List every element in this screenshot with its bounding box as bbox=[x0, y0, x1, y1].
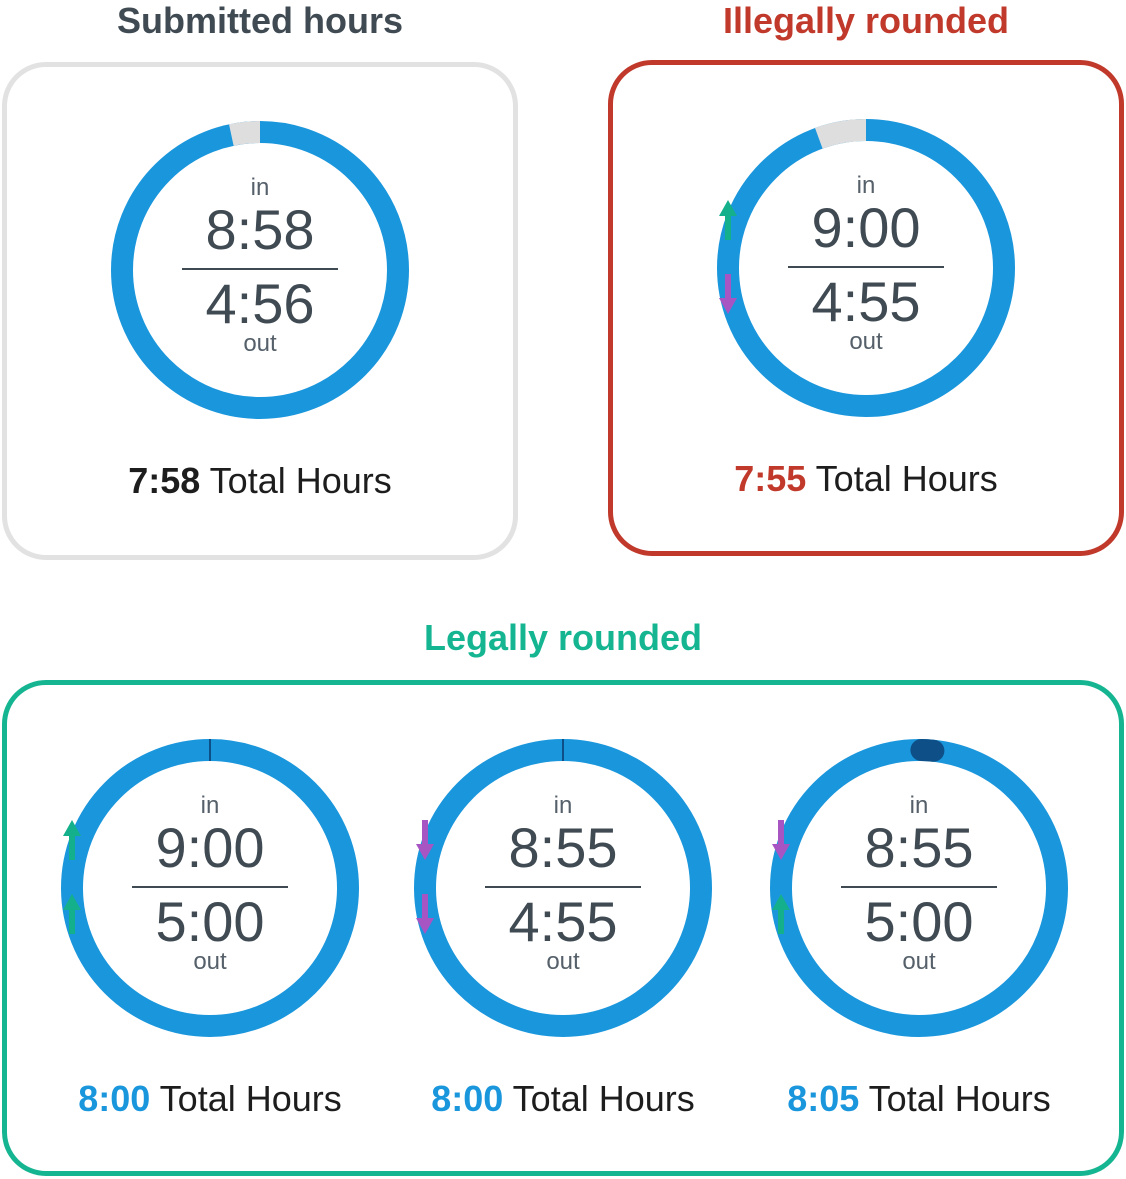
out-label: out bbox=[193, 948, 227, 975]
out-time-value: 5:00 bbox=[155, 890, 265, 953]
submitted-heading: Submitted hours bbox=[117, 0, 403, 41]
out-time: 4:55 bbox=[716, 272, 1016, 332]
time-divider bbox=[841, 886, 997, 888]
in-time-value: 9:00 bbox=[811, 196, 921, 259]
submitted-total-value: 7:58 bbox=[128, 460, 201, 501]
in-time: 9:00 bbox=[60, 818, 360, 878]
in-time: 8:58 bbox=[110, 200, 410, 260]
out-label: out bbox=[243, 330, 277, 357]
out-time: 5:00 bbox=[60, 892, 360, 952]
submitted-ring bbox=[111, 121, 409, 419]
legal-total-1: 8:00 Total Hours bbox=[30, 1078, 390, 1120]
in-time: 9:00 bbox=[716, 198, 1016, 258]
out-time: 5:00 bbox=[769, 892, 1069, 952]
submitted-clock: in 8:58 4:56 out bbox=[110, 120, 410, 420]
out-label: out bbox=[546, 948, 580, 975]
legal-total-3: 8:05 Total Hours bbox=[739, 1078, 1099, 1120]
legal-total-value: 8:00 bbox=[78, 1078, 151, 1119]
submitted-panel bbox=[2, 62, 518, 560]
in-label: in bbox=[200, 792, 220, 819]
down-arrow-icon bbox=[772, 820, 790, 860]
illegal-total: 7:55 Total Hours bbox=[686, 458, 1046, 500]
out-label: out bbox=[849, 328, 883, 355]
up-arrow-icon bbox=[719, 200, 737, 240]
total-suffix: Total Hours bbox=[815, 458, 998, 499]
illegal-ring-gap bbox=[815, 119, 867, 149]
legal-ring-3 bbox=[770, 739, 1068, 1037]
total-suffix: Total Hours bbox=[512, 1078, 695, 1119]
legal-total-value: 8:05 bbox=[787, 1078, 860, 1119]
in-time-value: 8:55 bbox=[508, 816, 618, 879]
legal-total-value: 8:00 bbox=[431, 1078, 504, 1119]
legal-ring-2 bbox=[414, 739, 712, 1037]
in-time: 8:55 bbox=[413, 818, 713, 878]
legal-total-2: 8:00 Total Hours bbox=[383, 1078, 743, 1120]
total-suffix: Total Hours bbox=[159, 1078, 342, 1119]
in-time: 8:55 bbox=[769, 818, 1069, 878]
in-time-value: 8:55 bbox=[864, 816, 974, 879]
illegal-panel bbox=[608, 60, 1124, 556]
time-divider bbox=[132, 886, 288, 888]
legal-ring-1 bbox=[61, 739, 359, 1037]
in-label: in bbox=[856, 172, 876, 199]
up-arrow-icon bbox=[772, 894, 790, 934]
out-label: out bbox=[902, 948, 936, 975]
out-time-value: 4:56 bbox=[205, 272, 315, 335]
illegal-total-value: 7:55 bbox=[734, 458, 807, 499]
down-arrow-icon bbox=[416, 820, 434, 860]
time-divider bbox=[182, 268, 338, 270]
down-arrow-icon bbox=[719, 274, 737, 314]
legal-clock-1: in 9:00 5:00 out bbox=[60, 738, 360, 1038]
in-time-value: 9:00 bbox=[155, 816, 265, 879]
total-suffix: Total Hours bbox=[868, 1078, 1051, 1119]
out-time-value: 4:55 bbox=[811, 270, 921, 333]
submitted-ring-gap bbox=[229, 121, 261, 146]
out-time: 4:56 bbox=[110, 274, 410, 334]
ring-overlap bbox=[910, 739, 945, 762]
in-time-value: 8:58 bbox=[205, 198, 315, 261]
out-time-value: 5:00 bbox=[864, 890, 974, 953]
illegal-clock: in 9:00 4:55 out bbox=[716, 118, 1016, 418]
submitted-total: 7:58 Total Hours bbox=[80, 460, 440, 502]
in-label: in bbox=[909, 792, 929, 819]
out-time: 4:55 bbox=[413, 892, 713, 952]
legal-heading: Legally rounded bbox=[423, 617, 703, 658]
in-label: in bbox=[553, 792, 573, 819]
time-divider bbox=[485, 886, 641, 888]
out-time-value: 4:55 bbox=[508, 890, 618, 953]
total-suffix: Total Hours bbox=[209, 460, 392, 501]
legal-clock-2: in 8:55 4:55 out bbox=[413, 738, 713, 1038]
up-arrow-icon bbox=[63, 894, 81, 934]
in-label: in bbox=[250, 174, 270, 201]
time-divider bbox=[788, 266, 944, 268]
up-arrow-icon bbox=[63, 820, 81, 860]
legal-panel bbox=[2, 680, 1124, 1176]
illegal-heading: Illegally rounded bbox=[722, 0, 1010, 41]
legal-clock-3: in 8:55 5:00 out bbox=[769, 738, 1069, 1038]
down-arrow-icon bbox=[416, 894, 434, 934]
illegal-ring bbox=[717, 119, 1015, 417]
